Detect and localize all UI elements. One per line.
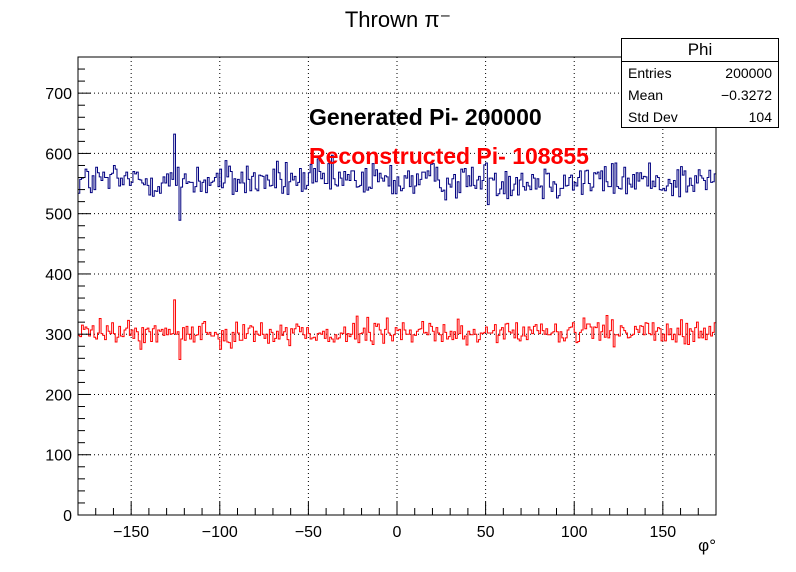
y-tick-label: 400 — [45, 267, 72, 284]
stats-title: Phi — [622, 39, 778, 62]
y-tick-label: 100 — [45, 448, 72, 465]
stats-label: Std Dev — [628, 109, 678, 125]
x-tick-label: 100 — [561, 524, 588, 541]
y-tick-labels: 0 100 200 300 400 500 600 700 — [45, 86, 72, 525]
annotation-generated: Generated Pi- 200000 — [309, 104, 542, 130]
x-axis-label: φ° — [698, 536, 716, 555]
x-tick-label: −150 — [113, 524, 149, 541]
y-tick-label: 700 — [45, 86, 72, 103]
stats-box: Phi Entries 200000 Mean −0.3272 Std Dev … — [621, 38, 779, 128]
stats-value: −0.3272 — [721, 87, 772, 103]
x-tick-labels: −150 −100 −50 0 50 100 150 — [113, 524, 676, 541]
chart-title: Thrown π⁻ — [345, 7, 451, 32]
x-tick-label: 150 — [649, 524, 676, 541]
stats-row-stddev: Std Dev 104 — [622, 106, 778, 128]
grid-lines — [78, 57, 716, 515]
stats-row-mean: Mean −0.3272 — [622, 84, 778, 106]
stats-label: Entries — [628, 65, 672, 81]
y-tick-label: 300 — [45, 327, 72, 344]
y-tick-label: 600 — [45, 146, 72, 163]
series-layer — [77, 133, 716, 361]
x-tick-label: −50 — [295, 524, 322, 541]
stats-value: 104 — [748, 109, 772, 125]
x-tick-label: −100 — [202, 524, 238, 541]
axis-ticks — [78, 68, 699, 516]
annotation-reconstructed: Reconstructed Pi- 108855 — [309, 143, 589, 169]
y-tick-label: 0 — [63, 508, 72, 525]
x-tick-label: 0 — [393, 524, 402, 541]
histogram-generated-pi-200000 — [77, 133, 716, 221]
y-tick-label: 200 — [45, 387, 72, 404]
histogram-reconstructed-pi-108855 — [77, 299, 716, 361]
stats-row-entries: Entries 200000 — [622, 62, 778, 84]
stats-value: 200000 — [725, 65, 772, 81]
x-tick-label: 50 — [477, 524, 495, 541]
y-tick-label: 500 — [45, 207, 72, 224]
stats-label: Mean — [628, 87, 664, 103]
